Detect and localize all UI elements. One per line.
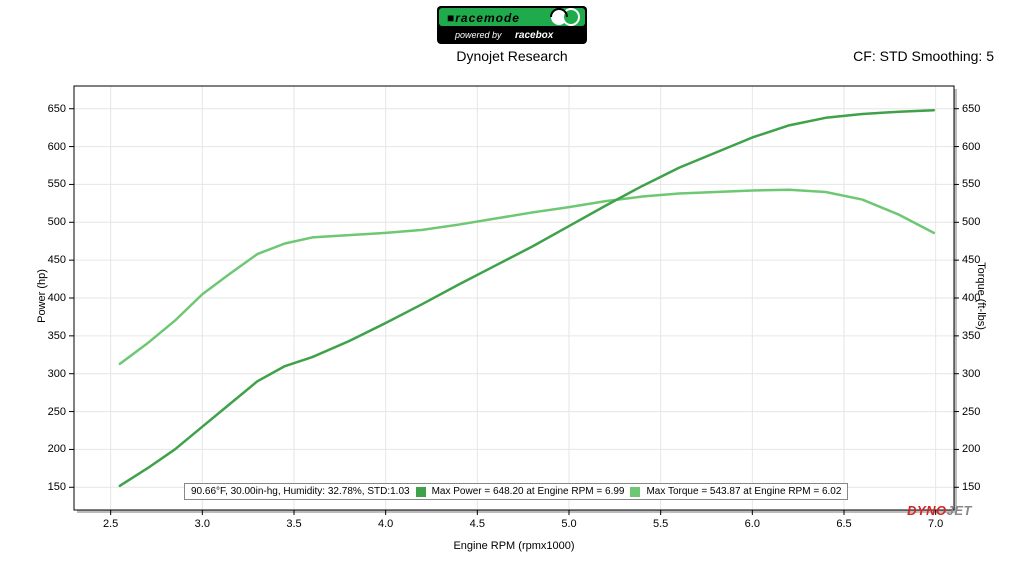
tick-label: 6.5	[836, 518, 851, 530]
tick-label: 7.0	[928, 518, 943, 530]
tick-label: 350	[48, 330, 66, 342]
svg-text:■racemode: ■racemode	[447, 11, 520, 25]
dynojet-watermark: DYNOJET	[907, 503, 972, 518]
tick-label: 150	[48, 481, 66, 493]
legend-torque: Max Torque = 543.87 at Engine RPM = 6.02	[646, 486, 841, 497]
chart-svg	[24, 80, 1004, 550]
legend-conditions: 90.66°F, 30.00in-hg, Humidity: 32.78%, S…	[191, 486, 410, 497]
tick-label: 450	[48, 254, 66, 266]
y-axis-left-label: Power (hp)	[36, 269, 48, 323]
legend-power: Max Power = 648.20 at Engine RPM = 6.99	[432, 486, 625, 497]
tick-label: 6.0	[745, 518, 760, 530]
tick-label: 300	[48, 368, 66, 380]
x-axis-label: Engine RPM (rpmx1000)	[453, 540, 574, 552]
tick-label: 600	[48, 141, 66, 153]
tick-label: 4.0	[378, 518, 393, 530]
tick-label: 500	[48, 216, 66, 228]
tick-label: 4.5	[470, 518, 485, 530]
tick-label: 250	[48, 406, 66, 418]
legend-swatch-torque	[630, 487, 640, 497]
tick-label: 3.0	[195, 518, 210, 530]
tick-label: 400	[48, 292, 66, 304]
tick-label: 550	[48, 178, 66, 190]
tick-label: 250	[962, 406, 980, 418]
svg-text:powered by: powered by	[454, 30, 502, 40]
tick-label: 600	[962, 141, 980, 153]
tick-label: 2.5	[103, 518, 118, 530]
tick-label: 3.5	[286, 518, 301, 530]
tick-label: 400	[962, 292, 980, 304]
page: ■racemode powered by racebox Dynojet Res…	[0, 0, 1024, 576]
tick-label: 5.0	[561, 518, 576, 530]
tick-label: 300	[962, 368, 980, 380]
tick-label: 200	[48, 443, 66, 455]
tick-label: 200	[962, 443, 980, 455]
tick-label: 350	[962, 330, 980, 342]
dyno-chart: Power (hp) Torque (ft-lbs) Engine RPM (r…	[24, 80, 1004, 550]
svg-text:racebox: racebox	[515, 30, 554, 41]
tick-label: 500	[962, 216, 980, 228]
chart-title: Dynojet Research	[456, 48, 567, 64]
tick-label: 150	[962, 481, 980, 493]
tick-label: 650	[962, 103, 980, 115]
tick-label: 5.5	[653, 518, 668, 530]
chart-legend: 90.66°F, 30.00in-hg, Humidity: 32.78%, S…	[184, 483, 848, 500]
tick-label: 650	[48, 103, 66, 115]
smoothing-label: CF: STD Smoothing: 5	[853, 48, 994, 64]
tick-label: 550	[962, 178, 980, 190]
legend-swatch-power	[416, 487, 426, 497]
tick-label: 450	[962, 254, 980, 266]
racemode-logo: ■racemode powered by racebox	[437, 6, 587, 49]
